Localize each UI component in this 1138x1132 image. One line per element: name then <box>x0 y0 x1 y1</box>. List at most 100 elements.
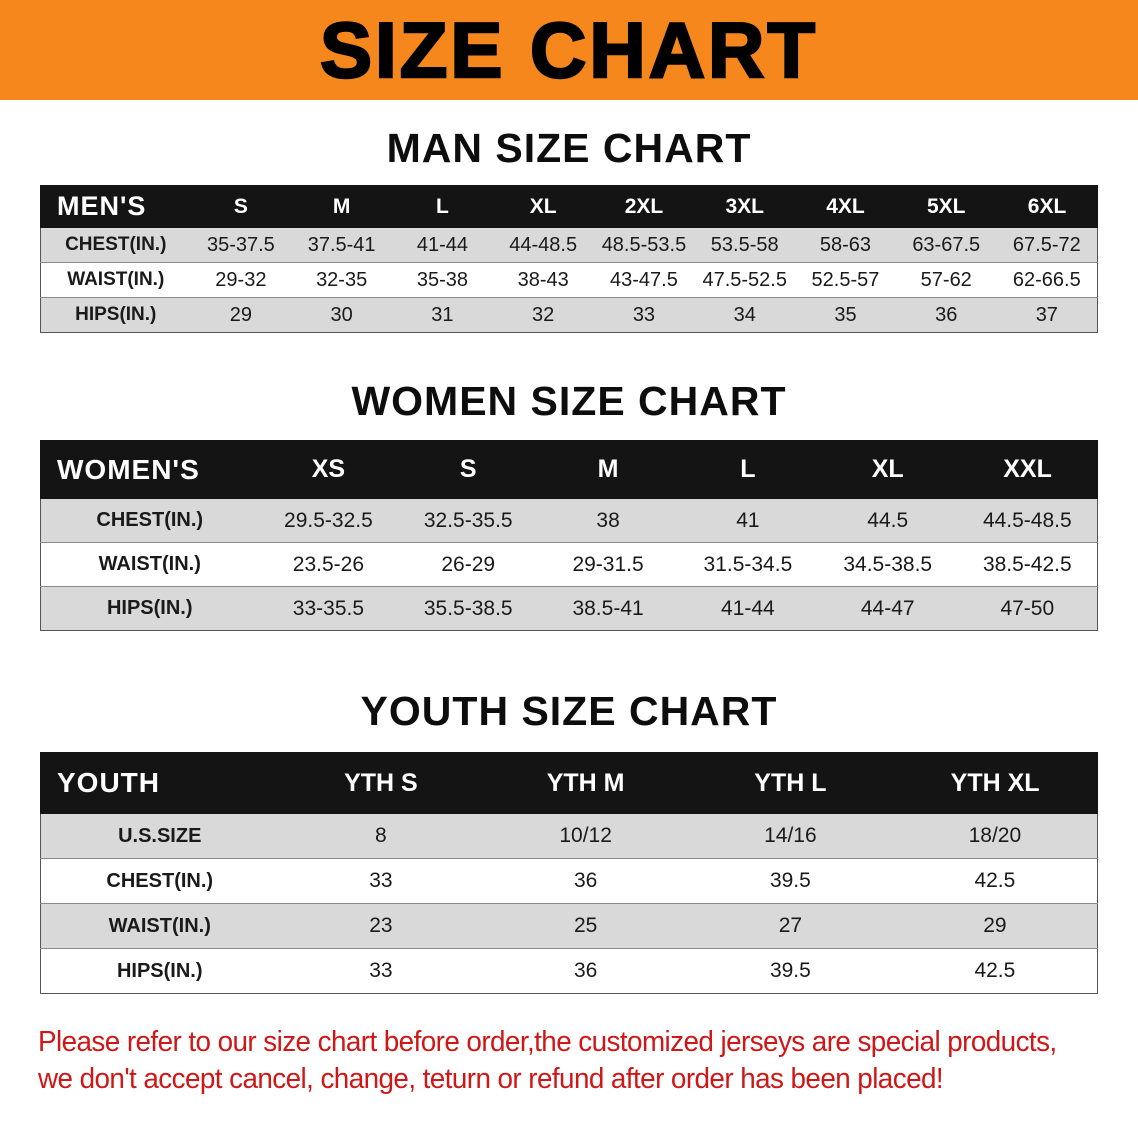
value-cell: 32 <box>492 297 594 333</box>
value-cell: 37.5-41 <box>291 227 393 263</box>
value-cell: 39.5 <box>688 858 893 904</box>
table-row: WAIST(IN.) 23 25 27 29 <box>40 903 1098 949</box>
value-cell: 42.5 <box>892 858 1098 904</box>
table-row: WAIST(IN.) 29-32 32-35 35-38 38-43 43-47.5 47.… <box>40 262 1098 298</box>
value-cell: 18/20 <box>892 813 1098 859</box>
value-cell: 35-37.5 <box>190 227 292 263</box>
value-cell: 27 <box>688 903 893 949</box>
value-cell: 33-35.5 <box>258 586 399 631</box>
table-row: HIPS(IN.) 29 30 31 32 33 34 35 36 37 <box>40 297 1098 333</box>
value-cell: 38.5-41 <box>538 586 678 631</box>
disclaimer-line-1: Please refer to our size chart before or… <box>38 1026 1057 1059</box>
value-cell: 62-66.5 <box>996 262 1098 298</box>
size-header-cell: XS <box>258 440 399 500</box>
value-cell: 36 <box>895 297 997 333</box>
table-row: HIPS(IN.) 33-35.5 35.5-38.5 38.5-41 41-44 44-… <box>40 586 1098 631</box>
value-cell: 41 <box>677 498 818 543</box>
size-header-cell: 5XL <box>895 185 998 229</box>
value-cell: 44.5-48.5 <box>957 498 1098 543</box>
table-title-cell: YOUTH <box>40 752 279 815</box>
value-cell: 8 <box>278 813 484 859</box>
value-cell: 33 <box>278 858 484 904</box>
value-cell: 41-44 <box>677 586 818 631</box>
disclaimer: Please refer to our size chart before or… <box>38 1024 1058 1097</box>
size-header-cell: S <box>190 185 292 229</box>
table-row: CHEST(IN.) 35-37.5 37.5-41 41-44 44-48.5 48.5… <box>40 227 1098 263</box>
value-cell: 38.5-42.5 <box>957 542 1098 587</box>
size-header-cell: M <box>537 440 679 500</box>
men-section-heading: MAN SIZE CHART <box>386 125 752 171</box>
value-cell: 10/12 <box>483 813 688 859</box>
value-cell: 29-31.5 <box>538 542 678 587</box>
value-cell: 42.5 <box>892 948 1098 994</box>
size-table: YOUTH YTH S YTH M YTH L YTH XL U.S.SIZE 8 10/12… <box>40 752 1098 995</box>
row-label-cell: CHEST(IN.) <box>40 858 279 904</box>
size-header-cell: S <box>397 440 539 500</box>
row-label-cell: HIPS(IN.) <box>40 948 279 994</box>
size-header-cell: 3XL <box>693 185 796 229</box>
size-header-cell: XL <box>817 440 959 500</box>
women-size-table: WOMEN'S XS S M L XL XXL CHEST(IN.) 29.5-32.5 32.5… <box>40 440 1098 632</box>
value-cell: 57-62 <box>895 262 997 298</box>
table-header-row: WOMEN'S XS S M L XL XXL <box>40 440 1098 500</box>
value-cell: 63-67.5 <box>895 227 997 263</box>
value-cell: 44-47 <box>817 586 958 631</box>
women-section-heading: WOMEN SIZE CHART <box>351 378 787 425</box>
youth-size-table: YOUTH YTH S YTH M YTH L YTH XL U.S.SIZE 8 10/12… <box>40 752 1098 995</box>
value-cell: 44.5 <box>817 498 958 543</box>
value-cell: 29 <box>892 903 1098 949</box>
size-header-cell: M <box>290 185 393 229</box>
value-cell: 32.5-35.5 <box>398 498 539 543</box>
value-cell: 29 <box>190 297 292 333</box>
value-cell: 23.5-26 <box>258 542 399 587</box>
size-header-cell: 6XL <box>996 185 1098 229</box>
table-header-row: YOUTH YTH S YTH M YTH L YTH XL <box>40 752 1098 815</box>
youth-section-heading: YOUTH SIZE CHART <box>360 688 778 735</box>
table-row: CHEST(IN.) 33 36 39.5 42.5 <box>40 858 1098 904</box>
row-label-cell: HIPS(IN.) <box>40 586 259 631</box>
value-cell: 43-47.5 <box>593 262 695 298</box>
youth-section: YOUTH SIZE CHART YOUTH YTH S YTH M YTH L YTH… <box>0 688 1138 995</box>
banner: SIZE CHART <box>0 0 1138 100</box>
value-cell: 31.5-34.5 <box>677 542 818 587</box>
row-label-cell: HIPS(IN.) <box>40 297 191 333</box>
table-title-cell: WOMEN'S <box>40 440 259 500</box>
row-label-cell: CHEST(IN.) <box>40 227 191 263</box>
size-header-cell: YTH M <box>482 752 689 815</box>
size-header-cell: YTH S <box>278 752 484 815</box>
row-label-cell: WAIST(IN.) <box>40 262 191 298</box>
table-row: WAIST(IN.) 23.5-26 26-29 29-31.5 31.5-34.5 34… <box>40 542 1098 587</box>
disclaimer-line-2: we don't accept cancel, change, teturn o… <box>38 1062 944 1095</box>
size-header-cell: XXL <box>957 440 1098 500</box>
table-header-row: MEN'S S M L XL 2XL 3XL 4XL 5XL 6XL <box>40 185 1098 229</box>
value-cell: 38-43 <box>492 262 594 298</box>
value-cell: 52.5-57 <box>795 262 896 298</box>
size-header-cell: 4XL <box>794 185 897 229</box>
row-label-cell: U.S.SIZE <box>40 813 279 859</box>
value-cell: 67.5-72 <box>996 227 1098 263</box>
women-section: WOMEN SIZE CHART WOMEN'S XS S M L XL XXL CHEST(… <box>0 378 1138 632</box>
value-cell: 41-44 <box>392 227 493 263</box>
size-table: MEN'S S M L XL 2XL 3XL 4XL 5XL 6XL CHEST(IN.) 35-37… <box>40 185 1098 334</box>
size-header-cell: YTH L <box>687 752 894 815</box>
value-cell: 33 <box>593 297 695 333</box>
value-cell: 37 <box>996 297 1098 333</box>
value-cell: 35-38 <box>392 262 493 298</box>
table-row: U.S.SIZE 8 10/12 14/16 18/20 <box>40 813 1098 859</box>
size-header-cell: XL <box>492 185 595 229</box>
value-cell: 32-35 <box>291 262 393 298</box>
row-label-cell: CHEST(IN.) <box>40 498 259 543</box>
men-size-table: MEN'S S M L XL 2XL 3XL 4XL 5XL 6XL CHEST(IN.) 35-37… <box>40 185 1098 334</box>
value-cell: 33 <box>278 948 484 994</box>
value-cell: 26-29 <box>398 542 539 587</box>
value-cell: 44-48.5 <box>492 227 594 263</box>
size-header-cell: 2XL <box>593 185 695 229</box>
row-label-cell: WAIST(IN.) <box>40 903 279 949</box>
value-cell: 25 <box>483 903 688 949</box>
men-section: MAN SIZE CHART MEN'S S M L XL 2XL 3XL 4XL 5XL 6XL… <box>0 125 1138 334</box>
page-title: SIZE CHART <box>319 6 818 94</box>
value-cell: 31 <box>392 297 493 333</box>
value-cell: 34 <box>694 297 796 333</box>
size-header-cell: L <box>391 185 494 229</box>
size-header-cell: L <box>677 440 819 500</box>
